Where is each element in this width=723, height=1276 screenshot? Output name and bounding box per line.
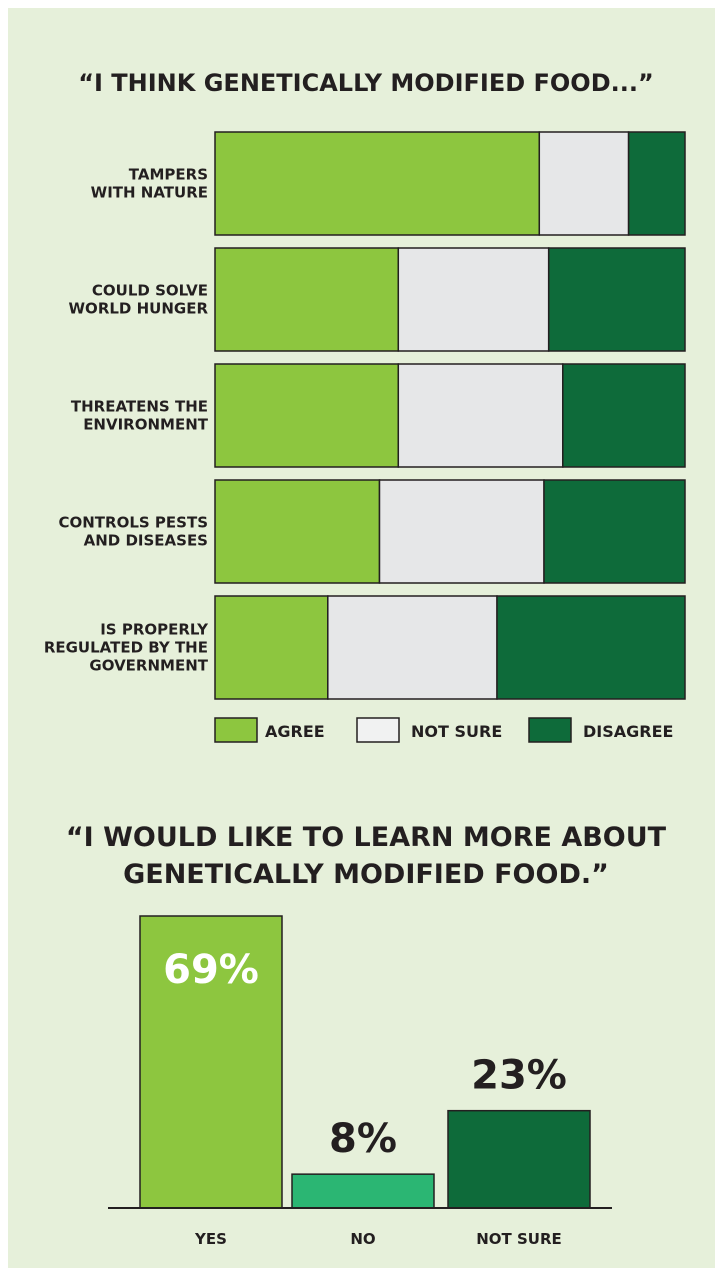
disagree-segment <box>543 479 686 584</box>
agree-segment <box>214 479 381 584</box>
not-sure-segment <box>327 595 498 700</box>
agree-segment <box>214 247 400 352</box>
value-label: 23% <box>471 1053 567 1099</box>
chart-legend: AGREE NOT SURE DISAGREE <box>214 717 673 743</box>
category-label: GOVERNMENT <box>89 657 208 675</box>
category-label: IS PROPERLY <box>100 621 209 639</box>
value-label: 69% <box>163 947 259 993</box>
infographic-panel: “I THINK GENETICALLY MODIFIED FOOD...” T… <box>8 8 715 1268</box>
x-tick-label: NO <box>350 1230 375 1248</box>
value-label: 8% <box>329 1116 397 1162</box>
legend-label: AGREE <box>265 722 325 741</box>
category-label: WORLD HUNGER <box>69 300 209 318</box>
category-label: THREATENS THE <box>71 398 208 416</box>
stacked-chart-title: “I THINK GENETICALLY MODIFIED FOOD...” <box>78 69 654 97</box>
legend-swatch <box>356 717 400 743</box>
x-tick-label: NOT SURE <box>476 1230 562 1248</box>
category-label: TAMPERS <box>129 166 208 184</box>
category-label: COULD SOLVE <box>92 282 208 300</box>
column-bar <box>139 915 283 1209</box>
not-sure-segment <box>378 479 545 584</box>
disagree-segment <box>562 363 686 468</box>
legend-label: DISAGREE <box>583 722 673 741</box>
legend-label: NOT SURE <box>411 722 502 741</box>
category-label: WITH NATURE <box>91 184 208 202</box>
column-bar <box>291 1173 435 1209</box>
not-sure-segment <box>538 131 630 236</box>
legend-swatch <box>214 717 258 743</box>
column-chart-title-line-2: GENETICALLY MODIFIED FOOD.” <box>123 859 609 890</box>
agree-segment <box>214 363 400 468</box>
disagree-segment <box>547 247 686 352</box>
column-chart-title-line-1: “I WOULD LIKE TO LEARN MORE ABOUT <box>66 822 667 853</box>
agree-segment <box>214 131 541 236</box>
disagree-segment <box>496 595 686 700</box>
category-label: AND DISEASES <box>84 532 208 550</box>
not-sure-segment <box>397 363 564 468</box>
disagree-segment <box>627 131 686 236</box>
legend-swatch <box>528 717 572 743</box>
agree-segment <box>214 595 329 700</box>
column-chart: 69% YES 8% NO 23% NOT SURE <box>108 915 612 1248</box>
x-tick-label: YES <box>194 1230 227 1248</box>
column-bar <box>447 1109 591 1209</box>
category-label: CONTROLS PESTS <box>58 514 208 532</box>
not-sure-segment <box>397 247 550 352</box>
infographic-chart: “I THINK GENETICALLY MODIFIED FOOD...” T… <box>44 69 686 1248</box>
category-label: ENVIRONMENT <box>83 416 209 434</box>
category-label: REGULATED BY THE <box>44 639 208 657</box>
